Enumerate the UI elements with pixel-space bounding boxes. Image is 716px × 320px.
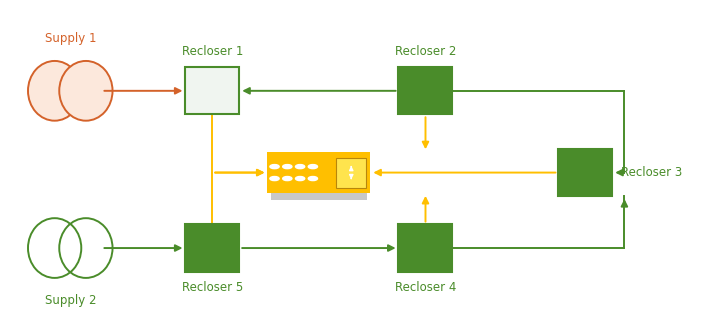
Circle shape: [296, 177, 305, 180]
Text: Recloser 5: Recloser 5: [182, 281, 243, 294]
Circle shape: [270, 177, 279, 180]
FancyBboxPatch shape: [185, 224, 239, 272]
FancyBboxPatch shape: [399, 224, 453, 272]
FancyBboxPatch shape: [558, 149, 612, 196]
Circle shape: [283, 164, 292, 169]
Circle shape: [296, 164, 305, 169]
FancyBboxPatch shape: [337, 158, 366, 188]
Text: Supply 1: Supply 1: [44, 32, 96, 45]
Text: Recloser 4: Recloser 4: [395, 281, 456, 294]
Text: Recloser 2: Recloser 2: [395, 45, 456, 58]
Circle shape: [270, 164, 279, 169]
Ellipse shape: [59, 61, 112, 121]
Text: Recloser 1: Recloser 1: [182, 45, 243, 58]
FancyBboxPatch shape: [399, 67, 453, 115]
Circle shape: [309, 177, 317, 180]
FancyBboxPatch shape: [267, 152, 370, 193]
Ellipse shape: [28, 61, 82, 121]
Circle shape: [283, 177, 292, 180]
FancyBboxPatch shape: [185, 67, 239, 115]
FancyBboxPatch shape: [271, 192, 367, 200]
Text: Supply 2: Supply 2: [44, 294, 96, 307]
Text: Recloser 3: Recloser 3: [621, 166, 682, 179]
Circle shape: [309, 164, 317, 169]
